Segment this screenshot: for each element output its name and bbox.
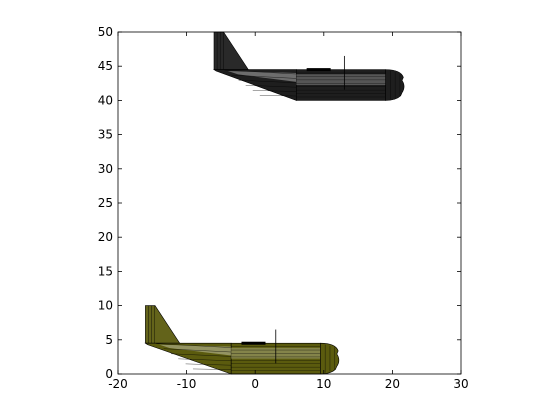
plot-objects xyxy=(144,31,405,375)
axes: -20 -10 0 10 20 30 0 5 10 15 20 25 30 35 40 45 50 xyxy=(98,25,469,391)
tail-cone-rib xyxy=(170,353,232,357)
y-tick-label: 40 xyxy=(98,93,113,107)
x-tick-label: 0 xyxy=(251,377,259,391)
x-tick-label: -10 xyxy=(177,377,197,391)
tail-cone-rib xyxy=(163,348,232,353)
tail-cone-rib xyxy=(224,69,297,75)
tail-cone-highlight xyxy=(159,344,232,356)
window-strip xyxy=(241,341,266,345)
aircraft-1 xyxy=(213,31,405,101)
y-tick-label: 10 xyxy=(98,299,113,313)
y-tick-label: 50 xyxy=(98,25,113,39)
x-tick-label: 30 xyxy=(453,377,468,391)
aircraft-2 xyxy=(144,305,340,375)
fuselage-highlight xyxy=(296,74,386,86)
x-tick-label: 10 xyxy=(316,377,331,391)
y-tick-label: 25 xyxy=(98,196,113,210)
window-strip xyxy=(306,68,331,72)
y-tick-label: 0 xyxy=(105,367,113,381)
tail-cone-rib xyxy=(259,95,297,97)
tail-cone-highlight xyxy=(227,71,297,82)
x-tick-label: -20 xyxy=(108,377,128,391)
y-tick-label: 20 xyxy=(98,230,113,244)
tail-cone-rib xyxy=(178,358,232,361)
y-tick-label: 30 xyxy=(98,162,113,176)
y-tick-label: 35 xyxy=(98,128,113,142)
y-tick-label: 45 xyxy=(98,59,113,73)
tail-cone-rib xyxy=(192,368,232,370)
tail-cone-rib xyxy=(245,85,297,88)
tail-cone-rib xyxy=(252,90,297,92)
y-tick-label: 15 xyxy=(98,264,113,278)
x-tick-label: 20 xyxy=(385,377,400,391)
tail-cone-rib xyxy=(238,79,297,83)
tail-cone-rib xyxy=(231,74,297,79)
tail-cone-rib xyxy=(156,343,232,348)
tail-cone-rib xyxy=(185,363,232,366)
y-tick-label: 5 xyxy=(105,333,113,347)
